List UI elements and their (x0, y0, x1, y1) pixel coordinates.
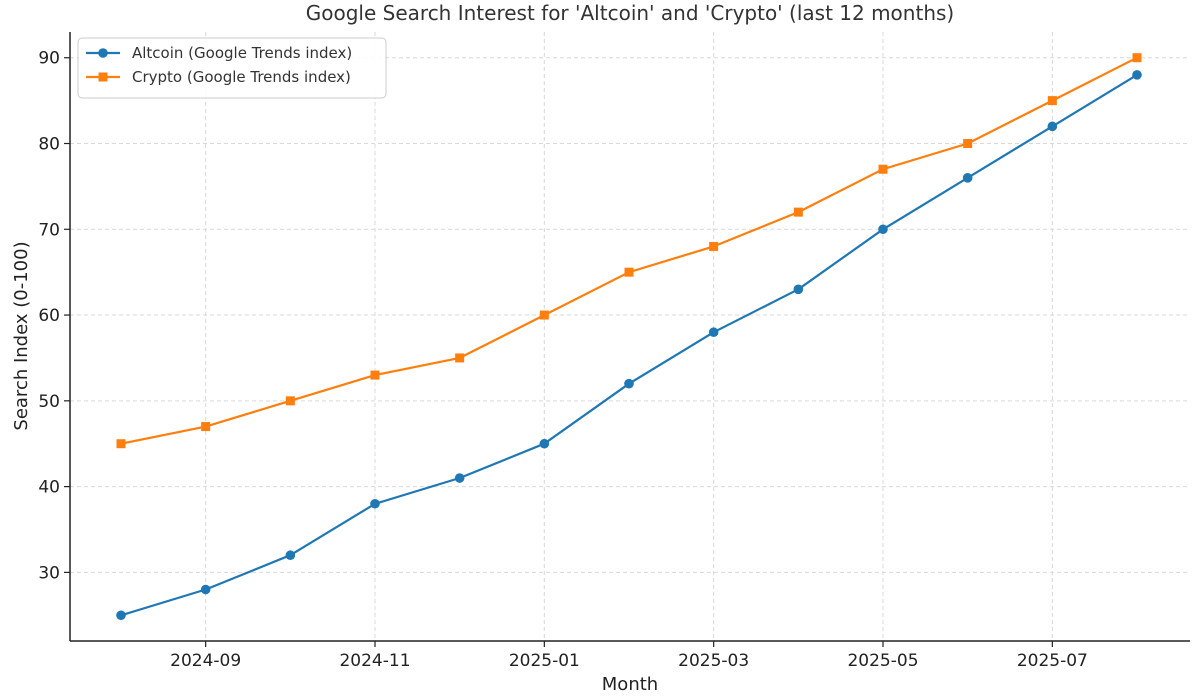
x-tick-label: 2025-03 (678, 651, 749, 671)
data-point (963, 139, 973, 149)
data-point (624, 378, 634, 389)
data-point (708, 327, 719, 338)
legend-item: Crypto (Google Trends index) (86, 68, 351, 86)
y-tick-label: 60 (38, 306, 60, 326)
data-point (455, 353, 465, 363)
data-point (370, 498, 380, 509)
data-point (200, 584, 211, 595)
legend-label: Altcoin (Google Trends index) (132, 44, 352, 62)
series-2 (116, 53, 1142, 449)
data-point (116, 610, 126, 621)
x-axis-label: Month (602, 674, 658, 695)
y-tick-label: 80 (38, 135, 60, 155)
data-point (116, 439, 126, 449)
data-point (793, 284, 804, 295)
y-axis-label: Search Index (0-100) (11, 241, 32, 430)
y-tick-label: 50 (38, 392, 60, 412)
x-tick-label: 2025-05 (847, 651, 918, 671)
legend-box (77, 37, 387, 99)
y-tick-label: 70 (38, 220, 60, 240)
data-point (1132, 70, 1142, 80)
x-tick-label: 2025-01 (509, 651, 580, 671)
legend-label: Crypto (Google Trends index) (132, 68, 351, 86)
series-layer (116, 53, 1142, 621)
y-tick-label: 90 (38, 49, 60, 69)
data-point (454, 473, 465, 483)
x-tick-label: 2024-09 (170, 651, 241, 671)
series-1 (116, 70, 1142, 621)
data-point (878, 224, 888, 235)
data-point (201, 422, 211, 432)
x-tick-label: 2025-07 (1017, 651, 1088, 671)
legend-marker (98, 72, 108, 82)
chart-title: Google Search Interest for 'Altcoin' and… (306, 1, 954, 25)
data-point (962, 173, 973, 183)
data-point (539, 310, 549, 320)
legend-item: Altcoin (Google Trends index) (86, 44, 352, 62)
grid (70, 32, 1190, 641)
legend: Altcoin (Google Trends index) Crypto (Goo… (77, 37, 387, 99)
data-point (370, 370, 380, 380)
data-point (709, 241, 719, 251)
data-point (793, 207, 803, 217)
data-point (878, 164, 888, 174)
data-point (1047, 96, 1057, 106)
ticks: 30 40 50 60 70 80 90 2024-09 2024-11 2025-01 2025-… (38, 49, 1087, 671)
data-point (1047, 121, 1058, 132)
data-point (624, 267, 634, 277)
y-tick-label: 40 (38, 478, 60, 498)
legend-marker (98, 48, 108, 58)
axes (69, 32, 1190, 642)
data-point (285, 396, 295, 406)
x-tick-label: 2024-11 (339, 651, 410, 671)
data-point (285, 550, 296, 561)
data-point (1132, 53, 1142, 63)
data-point (539, 438, 550, 449)
series-line (120, 73, 1138, 617)
y-tick-label: 30 (38, 563, 60, 583)
